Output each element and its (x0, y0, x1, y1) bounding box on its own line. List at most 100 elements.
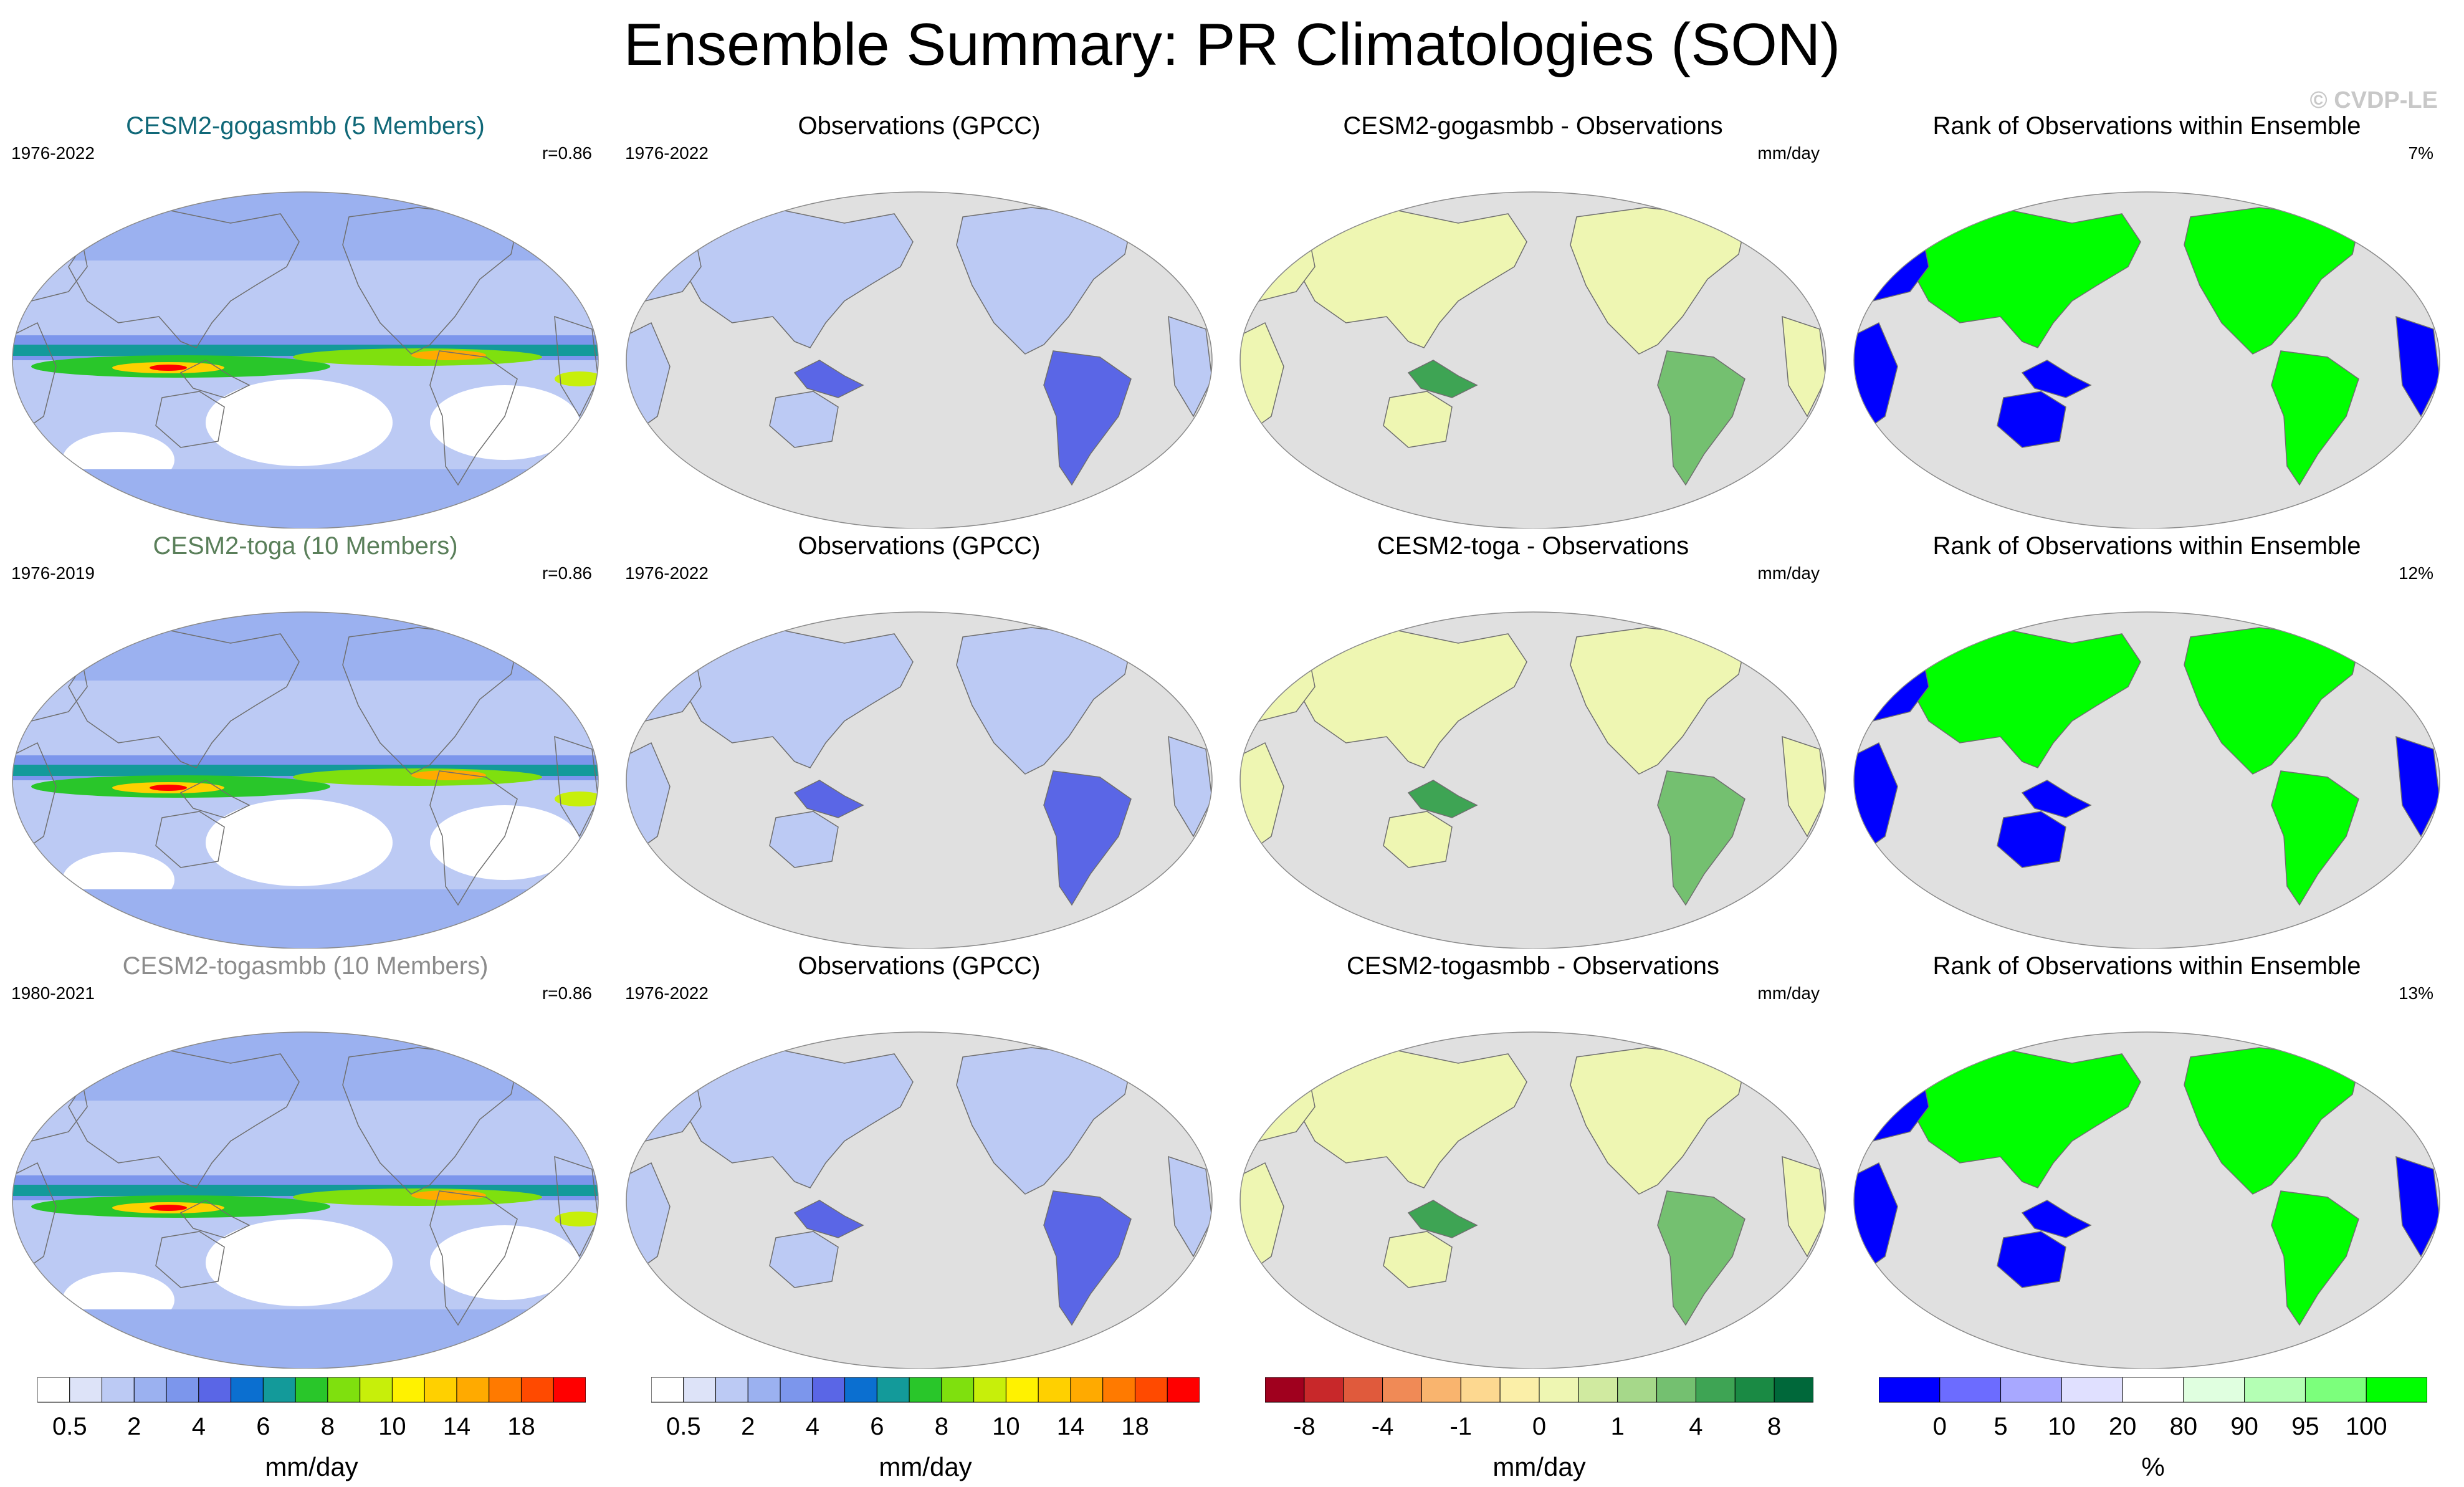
colorbar-swatch (1734, 1377, 1775, 1403)
panel-title: CESM2-toga - Observations (1377, 532, 1689, 560)
colorbar-swatch (37, 1377, 70, 1403)
diff-panel-row2: CESM2-toga - Observations mm/day (1228, 531, 1838, 949)
continent-seasia (2021, 360, 2092, 398)
continent-samerica (2271, 350, 2359, 486)
continent-africa (626, 1162, 671, 1273)
panel-title: CESM2-gogasmbb - Observations (1343, 112, 1723, 140)
colorbar-swatch (391, 1377, 425, 1403)
colorbar-swatch (747, 1377, 781, 1403)
colorbar-tick-label: -4 (1372, 1413, 1394, 1440)
continent-greenland (1105, 201, 1170, 239)
continent-greenland (492, 1041, 556, 1079)
continent-asia (682, 1047, 914, 1188)
obs-map (626, 191, 1213, 528)
colorbar-tick-label: 10 (992, 1413, 1020, 1440)
page-title: Ensemble Summary: PR Climatologies (SON) (623, 11, 1841, 78)
continent-greenland (1105, 1041, 1170, 1079)
panel-years: 1976-2022 (625, 563, 709, 583)
continent-eastafrica (554, 735, 598, 838)
colorbar-units-label: % (2141, 1452, 2165, 1481)
colorbar-units-label: mm/day (265, 1452, 358, 1481)
map-background (1854, 1032, 2440, 1369)
colorbar-tick-label: 6 (870, 1413, 884, 1440)
model-map (12, 1031, 599, 1369)
colorbar-swatch (2244, 1377, 2306, 1403)
continent-australia (769, 391, 839, 448)
colorbar-tick-label: 0.5 (52, 1413, 87, 1440)
map-outline (626, 191, 1213, 528)
map-outline (626, 1031, 1213, 1369)
continent-samerica (1043, 770, 1132, 906)
colorbar-swatch (1038, 1377, 1071, 1403)
continent-eastafrica (1782, 1155, 1826, 1258)
obs-panel-row3: Observations (GPCC) 1976-2022 (614, 951, 1225, 1369)
map-background (1854, 192, 2440, 528)
colorbar-swatch (1421, 1377, 1461, 1403)
continent-eastafrica (2395, 735, 2440, 838)
map-outline (1853, 611, 2440, 949)
colorbar-swatch (1167, 1377, 1200, 1403)
colorbar-swatch (295, 1377, 328, 1403)
continent-africa (1240, 1162, 1284, 1273)
colorbar-swatch (973, 1377, 1006, 1403)
continent-eastafrica (1168, 315, 1212, 418)
continent-eastafrica (1168, 735, 1212, 838)
colorbar-swatch (1499, 1377, 1540, 1403)
colorbar-swatch (2122, 1377, 2184, 1403)
continent-africa (1240, 742, 1284, 853)
colorbar-tick-label: -8 (1293, 1413, 1316, 1440)
panel-title: CESM2-toga (10 Members) (153, 532, 458, 560)
colorbar-swatch (1617, 1377, 1658, 1403)
colorbar-swatches: 0 5 10 20 80 90 95 100 (1879, 1377, 2427, 1440)
colorbar-tick-label: 18 (1121, 1413, 1149, 1440)
colorbar-tick-label: 80 (2170, 1413, 2198, 1440)
colorbar-swatch (489, 1377, 522, 1403)
continent-asia (1296, 207, 1527, 348)
colorbar-swatch (1578, 1377, 1618, 1403)
model-panel-row2: CESM2-toga (10 Members) 1976-2019 r=0.86 (0, 531, 611, 949)
colorbar-tick-label: 100 (2346, 1413, 2387, 1440)
colorbar-tick-label: 4 (1689, 1413, 1702, 1440)
obs-map (626, 1031, 1213, 1369)
colorbar-tick-label: 20 (2109, 1413, 2137, 1440)
continent-greenland (1719, 1041, 1784, 1079)
colorbar-tick-label: 6 (256, 1413, 270, 1440)
colorbar-tick-label: 10 (2048, 1413, 2076, 1440)
map-background (1854, 612, 2440, 949)
continent-asia (1909, 1047, 2141, 1188)
continent-samerica (1043, 350, 1132, 486)
continent-australia (1383, 811, 1453, 868)
continent-greenland (492, 201, 556, 239)
colorbar-units-label: mm/day (1492, 1452, 1586, 1481)
continent-samerica (429, 350, 518, 486)
panel-corner-label: 7% (2408, 143, 2433, 163)
continent-australia (769, 811, 839, 868)
colorbar-swatch (1265, 1377, 1305, 1403)
continent-australia (155, 1231, 225, 1288)
colorbar-swatch (1539, 1377, 1579, 1403)
difference-colorbar: -8 -4 -1 0 1 4 8 mm/day (1265, 1377, 1813, 1483)
rank-panel-row2: Rank of Observations within Ensemble 12% (1841, 531, 2452, 949)
map-outline (12, 611, 599, 949)
panel-corner-label: mm/day (1757, 143, 1820, 163)
colorbar-swatch (166, 1377, 199, 1403)
colorbar-swatch (876, 1377, 910, 1403)
colorbar-tick-label: 10 (378, 1413, 406, 1440)
colorbar-tick-label: 90 (2230, 1413, 2258, 1440)
continent-greenland (1105, 621, 1170, 659)
colorbar-swatch (1382, 1377, 1422, 1403)
colorbar-tick-label: 2 (127, 1413, 141, 1440)
continent-australia (155, 811, 225, 868)
continent-australia (769, 1231, 839, 1288)
continent-africa (12, 1162, 57, 1273)
rank-map (1853, 611, 2440, 949)
colorbar-swatch (133, 1377, 167, 1403)
map-outline (1239, 1031, 1827, 1369)
colorbar-tick-label: 0 (1933, 1413, 1947, 1440)
colorbar-tick-label: 8 (1767, 1413, 1781, 1440)
colorbar-swatches: 0.5 2 4 6 8 10 14 18 (37, 1377, 586, 1440)
panel-title: CESM2-togasmbb - Observations (1346, 952, 1719, 980)
continent-asia (1909, 207, 2141, 348)
colorbar-swatch (1774, 1377, 1813, 1403)
colorbar-swatch (2061, 1377, 2123, 1403)
